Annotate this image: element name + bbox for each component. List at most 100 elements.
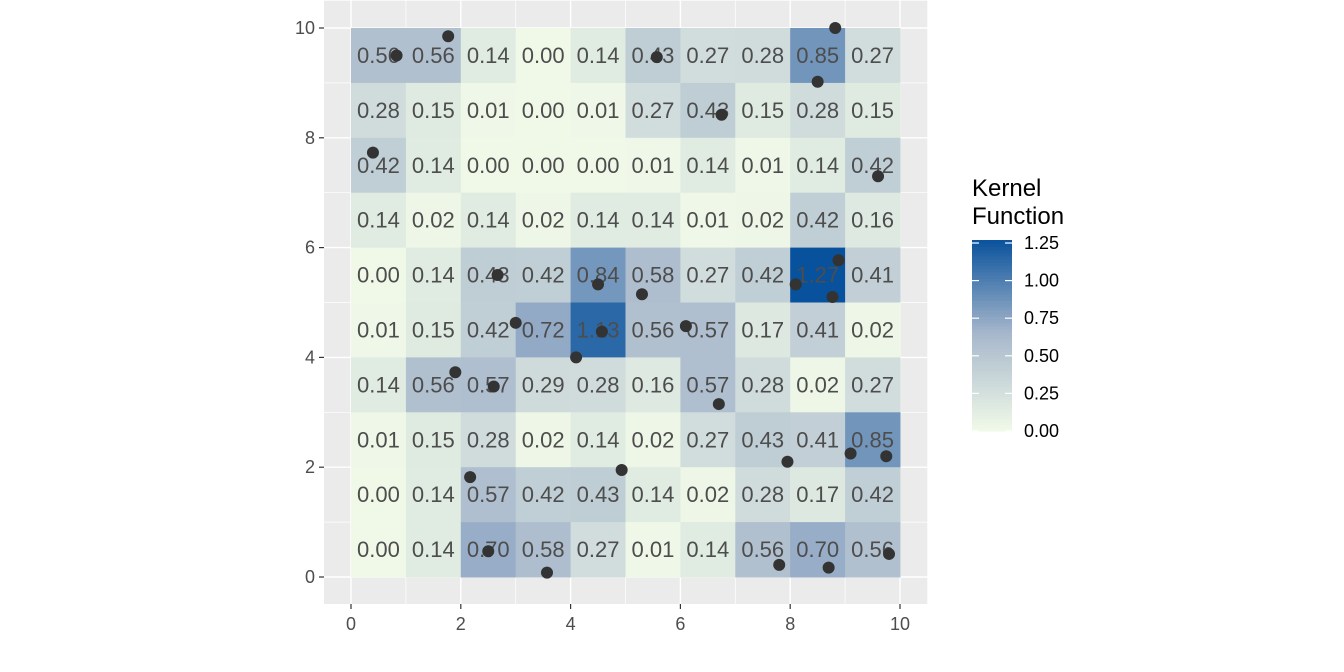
heatmap-cell [845, 28, 901, 84]
cell-value-label: 0.16 [632, 372, 675, 397]
cell-value-label: 0.57 [686, 317, 729, 342]
legend-colorbar-segment [972, 332, 1012, 337]
heatmap-cell [460, 247, 517, 303]
heatmap-cell [680, 467, 736, 523]
heatmap-cell [405, 357, 462, 413]
heatmap-cell [735, 28, 791, 84]
heatmap-cell [735, 412, 791, 468]
data-point [829, 22, 842, 34]
heatmap-cell [790, 302, 846, 358]
heatmap-cell [790, 82, 846, 139]
cell-value-label: 0.56 [632, 317, 675, 342]
cell-value-label: 0.02 [522, 427, 565, 452]
cell-value-label: 0.42 [522, 263, 565, 288]
data-point [442, 30, 455, 43]
data-point [880, 450, 893, 463]
heatmap-cell [351, 467, 407, 523]
legend-colorbar-segment [972, 281, 1012, 286]
legend-colorbar-segment [972, 357, 1012, 362]
cell-value-label: 0.14 [632, 208, 675, 233]
cell-value-label: 0.14 [796, 153, 839, 178]
heatmap-cell [405, 522, 462, 578]
data-point [679, 320, 692, 333]
heatmap-cell [570, 522, 626, 578]
data-point [822, 561, 835, 574]
cell-value-label: 0.17 [796, 482, 839, 507]
cell-value-label: 0.14 [412, 153, 455, 178]
cell-value-label: 0.28 [796, 98, 839, 123]
legend-colorbar-segment [972, 294, 1012, 298]
cell-value-label: 0.14 [412, 537, 455, 562]
legend-colorbar-segment [972, 325, 1012, 330]
legend-colorbar-segment [972, 395, 1012, 400]
cell-value-label: 0.28 [577, 372, 620, 397]
cell-value-label: 0.27 [686, 263, 729, 288]
cell-value-label: 0.15 [851, 98, 894, 123]
data-point [826, 291, 839, 304]
heatmap-cell [515, 192, 572, 249]
heatmap-cell [625, 522, 681, 578]
legend-colorbar-segment [972, 284, 1012, 289]
legend-label: 0.25 [1024, 383, 1059, 403]
data-point [449, 366, 462, 379]
data-points [366, 22, 896, 579]
heatmap-cell [735, 137, 791, 194]
data-point [844, 447, 857, 460]
cell-value-label: 0.01 [577, 98, 620, 123]
legend-colorbar-segment [972, 373, 1012, 378]
y-tick-label: 10 [295, 18, 315, 38]
y-tick-label: 6 [305, 238, 315, 258]
legend-colorbar-segment [972, 287, 1012, 292]
legend-colorbar-segment [972, 351, 1012, 356]
cell-value-label: 0.15 [412, 98, 455, 123]
legend-colorbar-segment [972, 345, 1012, 349]
cell-value-label: 0.15 [741, 98, 784, 123]
heatmap-cell [790, 192, 846, 249]
cell-value-label: 0.42 [851, 153, 894, 178]
legend-label: 1.00 [1024, 271, 1059, 291]
heatmap-cell [570, 412, 626, 468]
data-point [635, 288, 648, 301]
cell-value-label: 0.42 [522, 482, 565, 507]
cell-value-label: 0.42 [467, 317, 510, 342]
heatmap-cell [405, 82, 462, 139]
heatmap-cell [351, 357, 407, 413]
heatmap-cell [625, 467, 681, 523]
heatmap-cell [845, 192, 901, 249]
heatmap-cell [570, 137, 626, 194]
heatmap-cell [680, 357, 736, 413]
legend-colorbar-segment [972, 310, 1012, 314]
heatmap-cell [515, 412, 572, 468]
x-tick-label: 4 [566, 614, 576, 634]
heatmap-cell [735, 302, 791, 358]
cell-value-label: 0.57 [467, 482, 510, 507]
heatmap-cell [845, 82, 901, 139]
cell-value-label: 0.14 [577, 43, 620, 68]
cell-value-label: 0.42 [796, 208, 839, 233]
heatmap-cell [460, 28, 517, 84]
heatmap-cell [351, 412, 407, 468]
cell-value-label: 0.15 [412, 427, 455, 452]
cell-value-label: 0.28 [741, 372, 784, 397]
cell-value-label: 0.56 [412, 372, 455, 397]
cell-value-label: 0.16 [851, 208, 894, 233]
axes: 0 2 4 6 8 10 0 2 4 6 8 10 [295, 18, 910, 634]
legend-colorbar-segment [972, 386, 1012, 391]
legend-colorbar-segment [972, 360, 1012, 365]
heatmap-cell [570, 247, 626, 303]
cell-value-label: 0.28 [741, 482, 784, 507]
data-point [390, 49, 403, 62]
legend-colorbar-segment [972, 246, 1012, 251]
heatmap-cell [790, 28, 846, 84]
data-point [570, 351, 583, 364]
heatmap-cell [845, 247, 901, 303]
heatmap-cell [680, 28, 736, 84]
cell-value-label: 0.01 [357, 317, 400, 342]
data-point [773, 558, 786, 571]
heatmap-cell [460, 302, 517, 358]
cell-value-label: 0.01 [632, 537, 675, 562]
cell-value-label: 0.14 [577, 208, 620, 233]
cell-value-label: 0.14 [577, 427, 620, 452]
legend-colorbar-segment [972, 252, 1012, 257]
heatmap-cell [680, 192, 736, 249]
